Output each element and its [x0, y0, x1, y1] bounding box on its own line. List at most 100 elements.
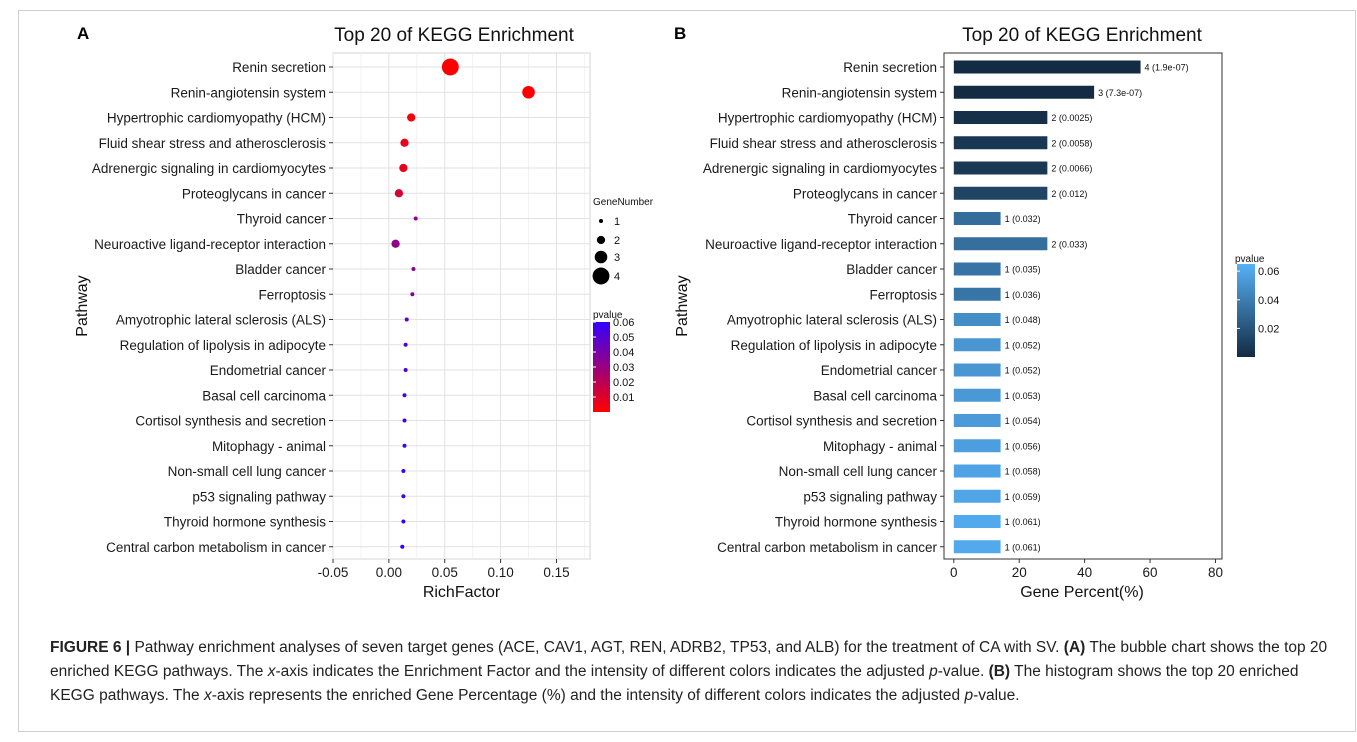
y-tick-label: Bladder cancer [846, 262, 937, 277]
caption-a-italic-1: x [267, 663, 276, 680]
bar [953, 186, 1048, 200]
x-tick-label: 0 [950, 565, 958, 580]
data-point [522, 85, 535, 99]
caption-b-label: (B) [988, 663, 1011, 680]
y-tick-label: Renin secretion [232, 60, 326, 75]
bar-label: 4 (1.9e-07) [1145, 63, 1189, 73]
bar [953, 363, 1001, 377]
y-tick-label: Neuroactive ligand-receptor interaction [94, 237, 326, 252]
caption-b-italic-1: x [203, 687, 212, 704]
data-point [411, 267, 416, 271]
plot-panel-a [332, 52, 591, 560]
bar-label: 3 (7.3e-07) [1098, 88, 1142, 98]
y-tick-label: Bladder cancer [235, 262, 326, 277]
bar-label: 2 (0.033) [1051, 239, 1087, 249]
data-point [413, 216, 418, 221]
data-point [410, 292, 415, 297]
x-axis-label-b: Gene Percent(%) [1020, 584, 1144, 601]
legend-color-label-a: 0.06 [613, 317, 634, 329]
y-tick-label: Proteoglycans in cancer [793, 186, 938, 201]
y-tick-label: Endometrial cancer [821, 363, 938, 378]
plot-panel-b [943, 52, 1223, 560]
data-point [401, 494, 406, 499]
data-point [407, 113, 416, 122]
y-tick-label: Basal cell carcinoma [202, 388, 326, 403]
bar [953, 287, 1001, 301]
data-point [403, 368, 408, 372]
bar-label: 1 (0.059) [1005, 492, 1041, 502]
caption-b-text-2: -axis represents the enriched Gene Perce… [211, 687, 965, 704]
data-point [402, 393, 407, 398]
y-axis-label-b: Pathway [674, 275, 691, 336]
data-point [441, 58, 459, 76]
y-tick-label: Mitophagy - animal [823, 439, 937, 454]
data-point [400, 138, 409, 147]
legend-color-label-a: 0.02 [613, 377, 634, 389]
data-point [401, 519, 406, 524]
legend-size-symbol [599, 219, 603, 223]
bar [953, 414, 1001, 427]
bar [953, 111, 1048, 124]
caption-b-text-1: The histogram shows the top 20 enriched … [50, 663, 1299, 704]
legend-size-symbol [594, 250, 608, 264]
bar [953, 439, 1001, 453]
bar [953, 388, 1001, 402]
y-tick-label: Proteoglycans in cancer [182, 186, 327, 201]
bar [953, 85, 1095, 99]
legend-color-label-a: 0.03 [613, 362, 634, 374]
caption-a-text-2: -axis indicates the Enrichment Factor an… [275, 663, 930, 680]
legend-color-title-b: pvalue [1235, 254, 1265, 265]
data-point [402, 443, 407, 448]
bar-label: 1 (0.058) [1005, 467, 1041, 477]
bar [953, 313, 1001, 326]
bar-label: 1 (0.056) [1005, 441, 1041, 451]
y-tick-label: Thyroid hormone synthesis [164, 515, 326, 530]
caption-a-label: (A) [1063, 639, 1086, 656]
figure-caption: FIGURE 6 | Pathway enrichment analyses o… [50, 636, 1330, 708]
bar-label: 1 (0.032) [1005, 214, 1041, 224]
bar-label: 2 (0.012) [1051, 189, 1087, 199]
panel-label-a: A [77, 24, 89, 43]
x-axis-label-a: RichFactor [423, 584, 501, 601]
bar [953, 464, 1001, 478]
x-tick-label: 0.15 [543, 565, 569, 580]
x-tick-label: 40 [1077, 565, 1092, 580]
y-tick-label: Fluid shear stress and atherosclerosis [710, 136, 938, 151]
legend-size-symbol [592, 267, 610, 285]
y-tick-label: Cortisol synthesis and secretion [746, 414, 937, 429]
caption-intro: Pathway enrichment analyses of seven tar… [130, 639, 1064, 656]
bar-label: 1 (0.053) [1005, 391, 1041, 401]
bar [953, 338, 1001, 352]
y-tick-label: Renin-angiotensin system [171, 85, 326, 100]
bar-label: 1 (0.052) [1005, 340, 1041, 350]
y-tick-label: Hypertrophic cardiomyopathy (HCM) [107, 111, 326, 126]
y-tick-label: Regulation of lipolysis in adipocyte [120, 338, 326, 353]
caption-b-italic-2: p [964, 687, 974, 704]
bar [953, 136, 1048, 150]
bar [953, 540, 1001, 554]
panel-label-b: B [674, 24, 686, 43]
x-tick-label: 0.05 [432, 565, 458, 580]
y-tick-label: Neuroactive ligand-receptor interaction [705, 237, 937, 252]
caption-b-text-3: -value. [973, 687, 1020, 704]
bar [953, 262, 1001, 276]
y-tick-label: Non-small cell lung cancer [168, 464, 327, 479]
data-point [401, 469, 406, 473]
y-tick-label: Ferroptosis [869, 287, 937, 302]
legend-color-label-a: 0.01 [613, 392, 634, 404]
bar [953, 489, 1001, 503]
y-tick-label: Mitophagy - animal [212, 439, 326, 454]
bar-label: 1 (0.036) [1005, 290, 1041, 300]
y-tick-label: Ferroptosis [258, 287, 326, 302]
bar-label: 1 (0.061) [1005, 542, 1041, 552]
bar-label: 1 (0.048) [1005, 315, 1041, 325]
y-tick-label: Adrenergic signaling in cardiomyocytes [703, 161, 937, 176]
data-point [404, 317, 409, 322]
bar-label: 1 (0.052) [1005, 366, 1041, 376]
y-tick-label: p53 signaling pathway [803, 489, 937, 504]
y-tick-label: Central carbon metabolism in cancer [717, 540, 937, 555]
x-tick-label: 60 [1143, 565, 1158, 580]
bar-label: 2 (0.0058) [1051, 138, 1092, 148]
y-tick-label: Thyroid hormone synthesis [775, 515, 937, 530]
